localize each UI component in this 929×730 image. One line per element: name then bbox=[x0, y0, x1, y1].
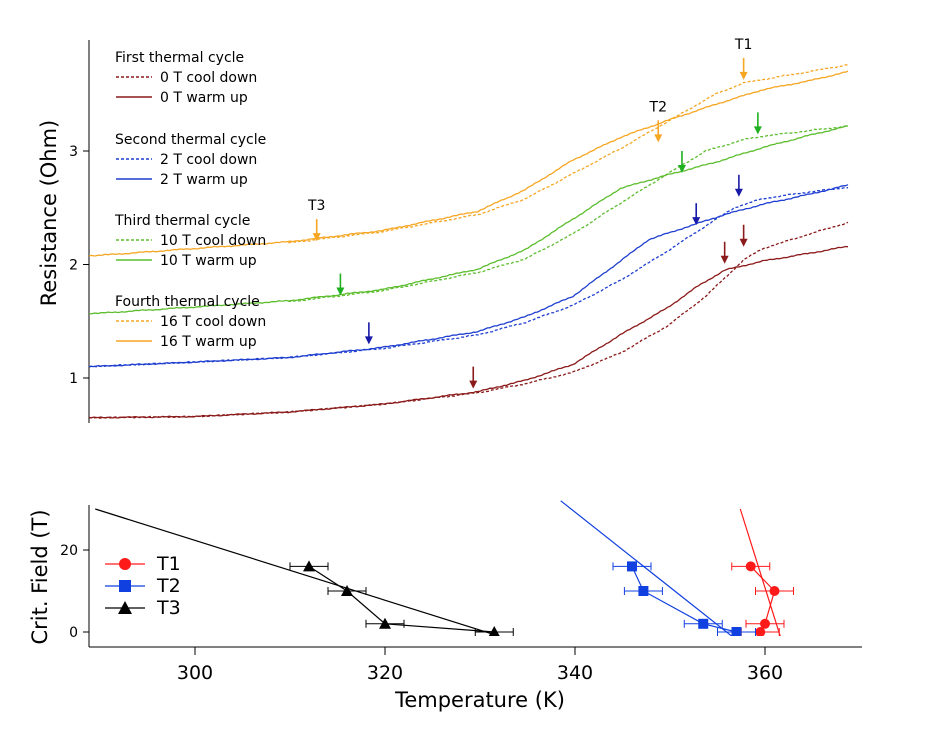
data-point-T1-0 bbox=[755, 627, 766, 636]
transition-label-1: T2 bbox=[649, 99, 667, 115]
resistance-curve-5 bbox=[288, 124, 849, 303]
resistance-curves bbox=[89, 64, 849, 419]
x-tick-label-0: 300 bbox=[177, 662, 213, 684]
legend-marker-T1 bbox=[119, 558, 131, 570]
thermal-cycle-legend: First thermal cycle 0 T cool down 0 T warm… bbox=[114, 50, 266, 350]
resistance-panel: 1 2 3 Resistance (Ohm) T1 T2 T3 First therma… bbox=[37, 37, 849, 423]
resistance-curve-6 bbox=[89, 70, 849, 257]
x-tick-label-2: 340 bbox=[557, 662, 593, 684]
data-point-T1-1 bbox=[760, 618, 770, 629]
transition-arrow-head-9 bbox=[739, 238, 748, 247]
fit-line-T3 bbox=[95, 508, 500, 636]
top-y-ticks: 1 2 3 bbox=[69, 144, 89, 387]
resistance-curve-7 bbox=[288, 64, 848, 244]
legend-entry-1-0: 2 T cool down bbox=[160, 152, 257, 168]
transition-arrow-head-2 bbox=[312, 233, 321, 242]
legend-marker-T3 bbox=[118, 601, 132, 614]
data-point-T1-2 bbox=[769, 586, 780, 596]
data-point-T3-1 bbox=[379, 617, 391, 629]
legend-entry-1-1: 2 T warm up bbox=[160, 172, 248, 188]
transition-arrow-head-10 bbox=[720, 255, 729, 264]
x-axis-label-temperature: Temperature (K) bbox=[394, 688, 565, 712]
legend-entry-2-1: 10 T warm up bbox=[160, 253, 257, 269]
transition-arrows bbox=[312, 57, 762, 389]
transition-arrow-head-7 bbox=[692, 217, 701, 226]
top-y-tick-label-2: 3 bbox=[69, 144, 78, 160]
data-point-T2-3 bbox=[627, 561, 637, 572]
legend-entry-3-0: 16 T cool down bbox=[160, 314, 266, 330]
transition-arrow-head-3 bbox=[753, 126, 762, 135]
y-tick-label-1: 20 bbox=[60, 543, 78, 559]
transition-arrow-head-8 bbox=[364, 336, 373, 345]
data-point-T3-0 bbox=[488, 626, 500, 636]
transition-arrow-head-0 bbox=[739, 71, 748, 80]
resistance-curve-0 bbox=[89, 245, 849, 419]
resistance-curve-1 bbox=[89, 221, 849, 419]
transition-label-0: T1 bbox=[734, 37, 752, 53]
data-point-T3-3 bbox=[303, 560, 315, 572]
legend-entry-0-0: 0 T cool down bbox=[160, 70, 257, 86]
legend-label-T2: T2 bbox=[156, 575, 181, 597]
top-y-tick-label-0: 1 bbox=[69, 371, 78, 387]
transition-arrow-head-6 bbox=[734, 188, 743, 197]
critical-field-panel: 300 320 340 360 0 20 Crit. Field (T) Temperat… bbox=[28, 500, 862, 712]
fit-line-T1 bbox=[739, 508, 781, 636]
legend-group-header-0: First thermal cycle bbox=[115, 50, 244, 66]
legend-group-header-3: Fourth thermal cycle bbox=[115, 294, 260, 310]
x-tick-label-1: 320 bbox=[367, 662, 403, 684]
data-point-T1-3 bbox=[745, 561, 756, 572]
transition-arrow-head-11 bbox=[469, 380, 478, 389]
legend-label-T3: T3 bbox=[156, 597, 181, 619]
critical-field-series bbox=[95, 500, 794, 636]
legend-entry-2-0: 10 T cool down bbox=[160, 233, 266, 249]
legend-group-header-1: Second thermal cycle bbox=[115, 132, 266, 148]
resistance-curve-4 bbox=[89, 125, 849, 315]
transition-arrow-head-5 bbox=[336, 287, 345, 296]
connect-line-T3 bbox=[308, 565, 495, 633]
legend-marker-T2 bbox=[119, 580, 131, 592]
fit-line-T2 bbox=[560, 500, 733, 636]
y-tick-label-0: 0 bbox=[69, 625, 78, 641]
legend-entry-0-1: 0 T warm up bbox=[160, 90, 248, 106]
legend-label-T1: T1 bbox=[156, 553, 181, 575]
resistance-curve-2 bbox=[89, 184, 849, 368]
resistance-curve-3 bbox=[89, 187, 849, 368]
data-point-T2-2 bbox=[638, 586, 649, 596]
top-y-tick-label-1: 2 bbox=[69, 258, 78, 274]
transition-label-2: T3 bbox=[307, 198, 325, 214]
legend-entry-3-1: 16 T warm up bbox=[160, 334, 257, 350]
data-point-T2-1 bbox=[698, 618, 709, 629]
transition-arrow-head-1 bbox=[654, 134, 663, 143]
transition-arrow-head-4 bbox=[677, 164, 686, 173]
connect-line-T2 bbox=[631, 566, 737, 633]
x-tick-label-3: 360 bbox=[747, 662, 783, 684]
legend-group-header-2: Third thermal cycle bbox=[114, 213, 250, 229]
y-axis-label-critical-field: Crit. Field (T) bbox=[28, 509, 52, 644]
data-point-T3-2 bbox=[341, 585, 353, 596]
y-axis-label-resistance: Resistance (Ohm) bbox=[37, 120, 61, 307]
transition-labels: T1 T2 T3 bbox=[307, 37, 752, 214]
bottom-axis-ticks: 300 320 340 360 0 20 bbox=[60, 543, 783, 684]
data-point-T2-0 bbox=[731, 627, 742, 636]
